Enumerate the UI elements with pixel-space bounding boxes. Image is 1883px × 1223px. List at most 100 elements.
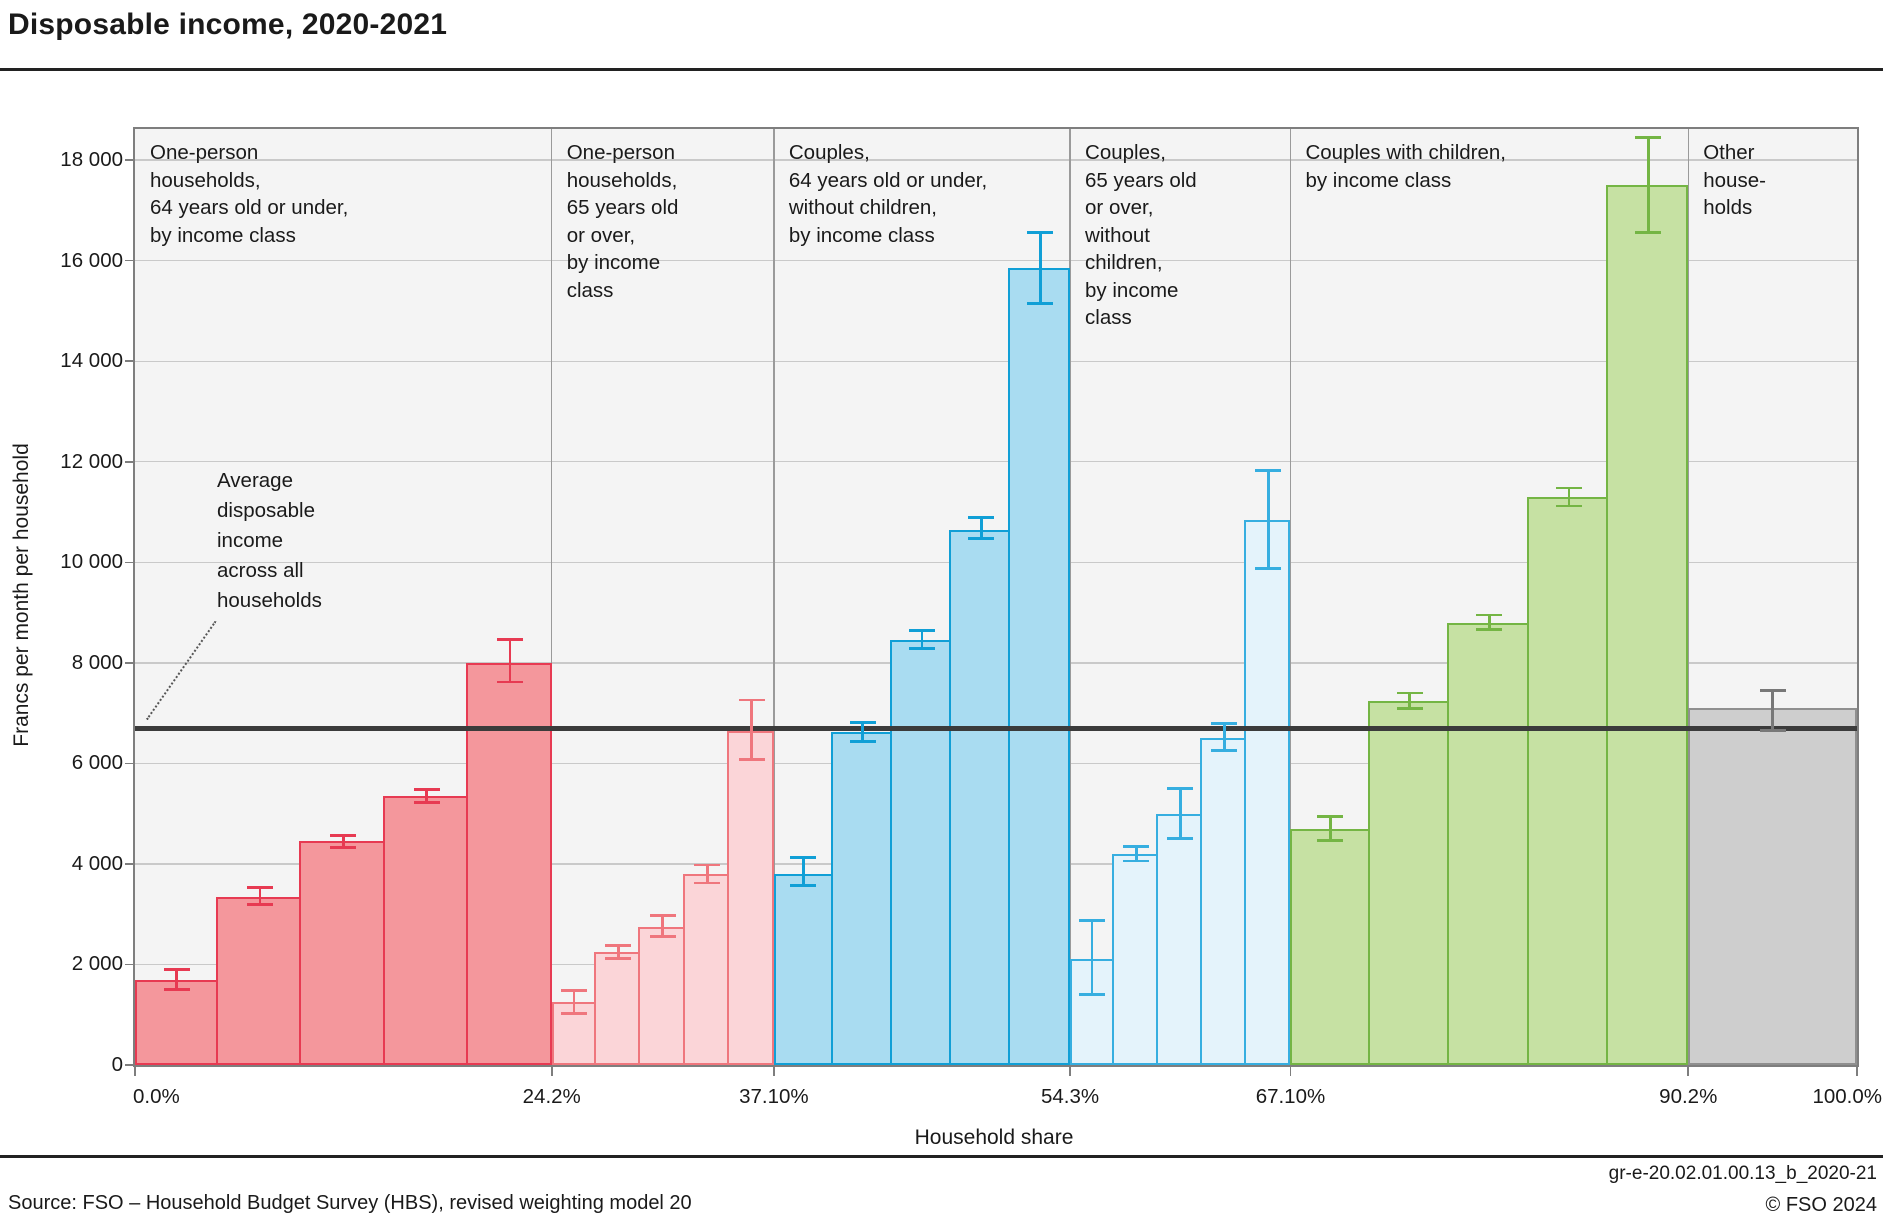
error-bar-cap-bottom xyxy=(413,801,440,804)
group-label-other-households: Other house-holds xyxy=(1703,139,1766,222)
error-bar-cap-bottom xyxy=(790,884,817,887)
group-label-line: One-person xyxy=(150,141,259,164)
error-bar-cap-top xyxy=(908,629,935,633)
page-title: Disposable income, 2020-2021 xyxy=(8,8,448,41)
group-label-one-person-households-64-or-under: One-person households, 64 years old or und… xyxy=(150,139,348,249)
group-label-line: by income xyxy=(566,251,661,274)
group-label-line: by income class xyxy=(788,223,935,247)
group-label-line: without xyxy=(1085,223,1150,247)
bar xyxy=(215,896,302,1065)
error-bar-cap-bottom xyxy=(1635,231,1662,234)
y-tick-label: 2 000 xyxy=(71,952,123,976)
bar xyxy=(593,951,641,1065)
error-bar-line xyxy=(341,835,345,848)
bar xyxy=(1111,853,1159,1065)
error-bar-cap-top xyxy=(1167,787,1194,790)
error-bar-cap-top xyxy=(738,698,765,702)
error-bar-line xyxy=(920,630,924,649)
bar xyxy=(299,841,386,1065)
error-bar-cap-bottom xyxy=(649,935,676,939)
title-divider xyxy=(0,68,1883,71)
group-label-line: 65 years old xyxy=(566,196,679,219)
figure-id: gr-e-20.02.01.00.13_b_2020-21 xyxy=(1608,1163,1877,1184)
bar xyxy=(889,640,952,1065)
y-tick-label: 6 000 xyxy=(71,751,123,775)
y-tick-mark xyxy=(125,159,134,161)
error-bar-line xyxy=(861,722,865,742)
error-bar-line xyxy=(1178,788,1182,839)
group-label-line: Couples, xyxy=(788,141,870,164)
bar xyxy=(1526,496,1609,1065)
error-bar-cap-top xyxy=(1476,613,1503,617)
average-income-line xyxy=(135,725,1857,731)
copyright-text: © FSO 2024 xyxy=(1765,1194,1877,1216)
x-tick-label: 90.2% xyxy=(1659,1085,1718,1108)
error-bar-cap-top xyxy=(1027,231,1054,234)
bar xyxy=(638,926,685,1065)
error-bar-line xyxy=(802,857,805,886)
group-label-line: without children, xyxy=(788,196,937,219)
error-bar-cap-bottom xyxy=(1211,748,1238,752)
group-label-line: households, xyxy=(150,168,261,192)
y-tick-mark xyxy=(125,963,134,966)
error-bar-line xyxy=(1090,920,1094,995)
y-gridline xyxy=(135,360,1857,362)
bar xyxy=(1199,738,1247,1065)
error-bar-cap-bottom xyxy=(330,845,357,849)
error-bar-cap-top xyxy=(560,989,587,992)
error-bar-cap-top xyxy=(694,863,721,867)
error-bar-cap-top xyxy=(968,516,995,519)
error-bar-cap-top xyxy=(1123,844,1150,848)
error-bar-cap-top xyxy=(163,968,190,971)
bar xyxy=(830,732,893,1065)
bar xyxy=(682,873,730,1065)
x-tick-mark xyxy=(1069,1067,1071,1076)
group-label-line: or over, xyxy=(566,223,636,247)
error-bar-line xyxy=(508,639,512,682)
error-bar-line xyxy=(750,700,754,760)
bar xyxy=(1447,622,1530,1065)
y-tick-mark xyxy=(125,863,134,865)
error-bar-line xyxy=(1039,232,1042,304)
error-bar-cap-bottom xyxy=(163,988,190,991)
error-bar-line xyxy=(1567,487,1571,506)
error-bar-cap-bottom xyxy=(1027,302,1054,305)
error-bar-line xyxy=(1487,615,1491,630)
bar xyxy=(135,979,219,1065)
bar xyxy=(382,796,469,1065)
footer-divider xyxy=(0,1155,1883,1158)
error-bar-line xyxy=(258,887,262,905)
x-tick-label: 37.10% xyxy=(739,1085,809,1108)
error-bar-line xyxy=(1647,137,1650,233)
x-axis-title: Household share xyxy=(914,1126,1074,1149)
y-tick-label: 0 xyxy=(111,1053,123,1076)
error-bar-line xyxy=(425,789,429,803)
error-bar-cap-bottom xyxy=(247,902,274,906)
group-label-couples-with-children: Couples with children, by income class xyxy=(1305,139,1506,194)
group-separator xyxy=(1069,129,1071,1065)
error-bar-cap-top xyxy=(849,720,876,724)
x-tick-label: 54.3% xyxy=(1040,1085,1100,1108)
bar xyxy=(1155,813,1203,1065)
error-bar-cap-bottom xyxy=(1555,504,1582,508)
x-tick-mark xyxy=(773,1067,775,1076)
group-label-line: class xyxy=(1085,306,1132,329)
group-label-line: by income class xyxy=(1305,168,1452,192)
error-bar-cap-bottom xyxy=(738,757,765,761)
group-separator xyxy=(551,129,553,1065)
error-bar-line xyxy=(616,945,620,959)
bar xyxy=(726,730,774,1065)
error-bar-cap-top xyxy=(605,943,632,947)
error-bar-cap-top xyxy=(1555,486,1582,490)
group-label-line: 64 years old or under, xyxy=(788,168,988,192)
error-bar-line xyxy=(705,864,709,884)
error-bar-cap-bottom xyxy=(1079,993,1106,997)
error-bar-line xyxy=(661,915,665,937)
bar xyxy=(949,529,1011,1065)
annotation-line: households xyxy=(217,589,322,612)
group-label-line: house- xyxy=(1703,168,1766,192)
x-tick-mark xyxy=(1687,1067,1690,1076)
error-bar-cap-top xyxy=(1396,691,1423,695)
y-tick-label: 18 000 xyxy=(60,148,123,172)
